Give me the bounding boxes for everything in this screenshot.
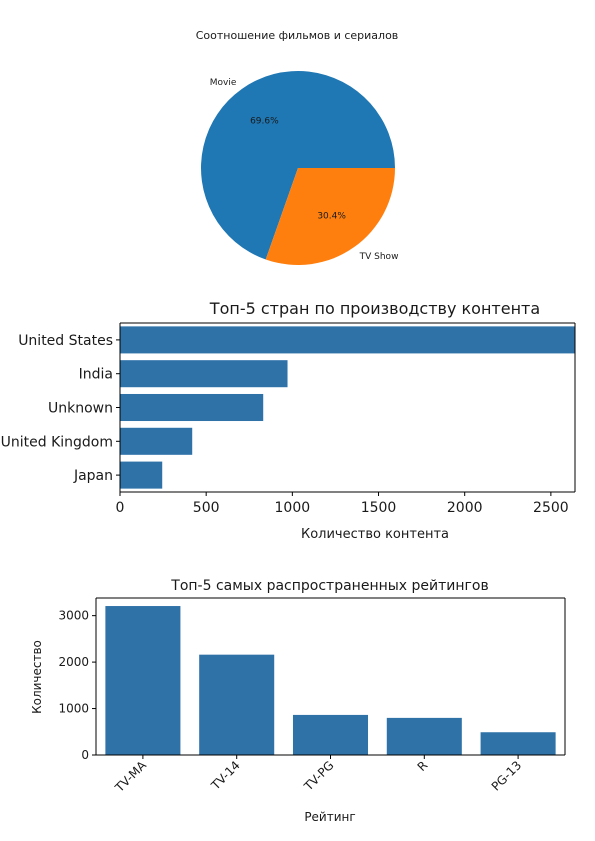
countries-xtick-1000: 1000 bbox=[275, 500, 311, 516]
country-tick-japan: Japan bbox=[73, 468, 113, 484]
country-bar-japan bbox=[120, 461, 163, 489]
pie-title: Соотношение фильмов и сериалов bbox=[196, 29, 399, 42]
rating-tick-r: R bbox=[415, 758, 431, 774]
countries-xtick-500: 500 bbox=[193, 500, 220, 516]
countries-xtick-1500: 1500 bbox=[361, 500, 397, 516]
rating-bar-pg-13 bbox=[480, 732, 556, 755]
rating-tick-tv-ma: TV-MA bbox=[112, 758, 150, 796]
ratings-ytick-1000: 1000 bbox=[58, 702, 89, 716]
rating-tick-tv-14: TV-14 bbox=[208, 758, 243, 793]
country-tick-united-states: United States bbox=[18, 333, 113, 349]
pie-percent-tv-show: 30.4% bbox=[317, 212, 346, 222]
country-bar-united-states bbox=[120, 326, 575, 354]
ratings-xlabel: Рейтинг bbox=[304, 810, 355, 824]
pie-chart: Соотношение фильмов и сериалов Movie 69.6… bbox=[196, 29, 399, 266]
pie-slice-tv-show bbox=[265, 168, 395, 266]
ratings-bar-chart: Топ-5 самых распространенных рейтингов Р… bbox=[30, 578, 566, 824]
countries-xtick-2000: 2000 bbox=[447, 500, 483, 516]
country-tick-india: India bbox=[79, 367, 113, 383]
country-bar-unknown bbox=[120, 393, 264, 422]
countries-bar-chart: Топ-5 стран по производству контента Кол… bbox=[1, 299, 576, 542]
rating-bar-tv-ma bbox=[105, 606, 181, 755]
rating-bar-r bbox=[386, 717, 462, 755]
ratings-ytick-3000: 3000 bbox=[58, 609, 89, 623]
ratings-ylabel: Количество bbox=[30, 640, 44, 714]
country-tick-united-kingdom: United Kingdom bbox=[1, 434, 113, 450]
country-tick-unknown: Unknown bbox=[48, 401, 113, 417]
pie-percent-movie: 69.6% bbox=[250, 116, 279, 126]
countries-xlabel: Количество контента bbox=[301, 527, 449, 542]
country-bar-india bbox=[120, 360, 288, 388]
pie-label-movie: Movie bbox=[210, 78, 237, 88]
countries-xtick-0: 0 bbox=[116, 500, 125, 516]
pie-label-tv-show: TV Show bbox=[359, 252, 399, 262]
ratings-ytick-2000: 2000 bbox=[58, 655, 89, 669]
countries-chart-title: Топ-5 стран по производству контента bbox=[209, 299, 540, 318]
pie-slice-movie bbox=[201, 71, 395, 260]
rating-tick-tv-pg: TV-PG bbox=[301, 758, 337, 794]
ratings-chart-title: Топ-5 самых распространенных рейтингов bbox=[170, 578, 488, 594]
ratings-ytick-0: 0 bbox=[81, 748, 89, 762]
rating-bar-tv-pg bbox=[292, 714, 369, 755]
countries-xtick-2500: 2500 bbox=[533, 500, 569, 516]
rating-tick-pg-13: PG-13 bbox=[489, 758, 524, 793]
rating-bar-tv-14 bbox=[199, 654, 275, 755]
country-bar-united-kingdom bbox=[120, 427, 193, 455]
